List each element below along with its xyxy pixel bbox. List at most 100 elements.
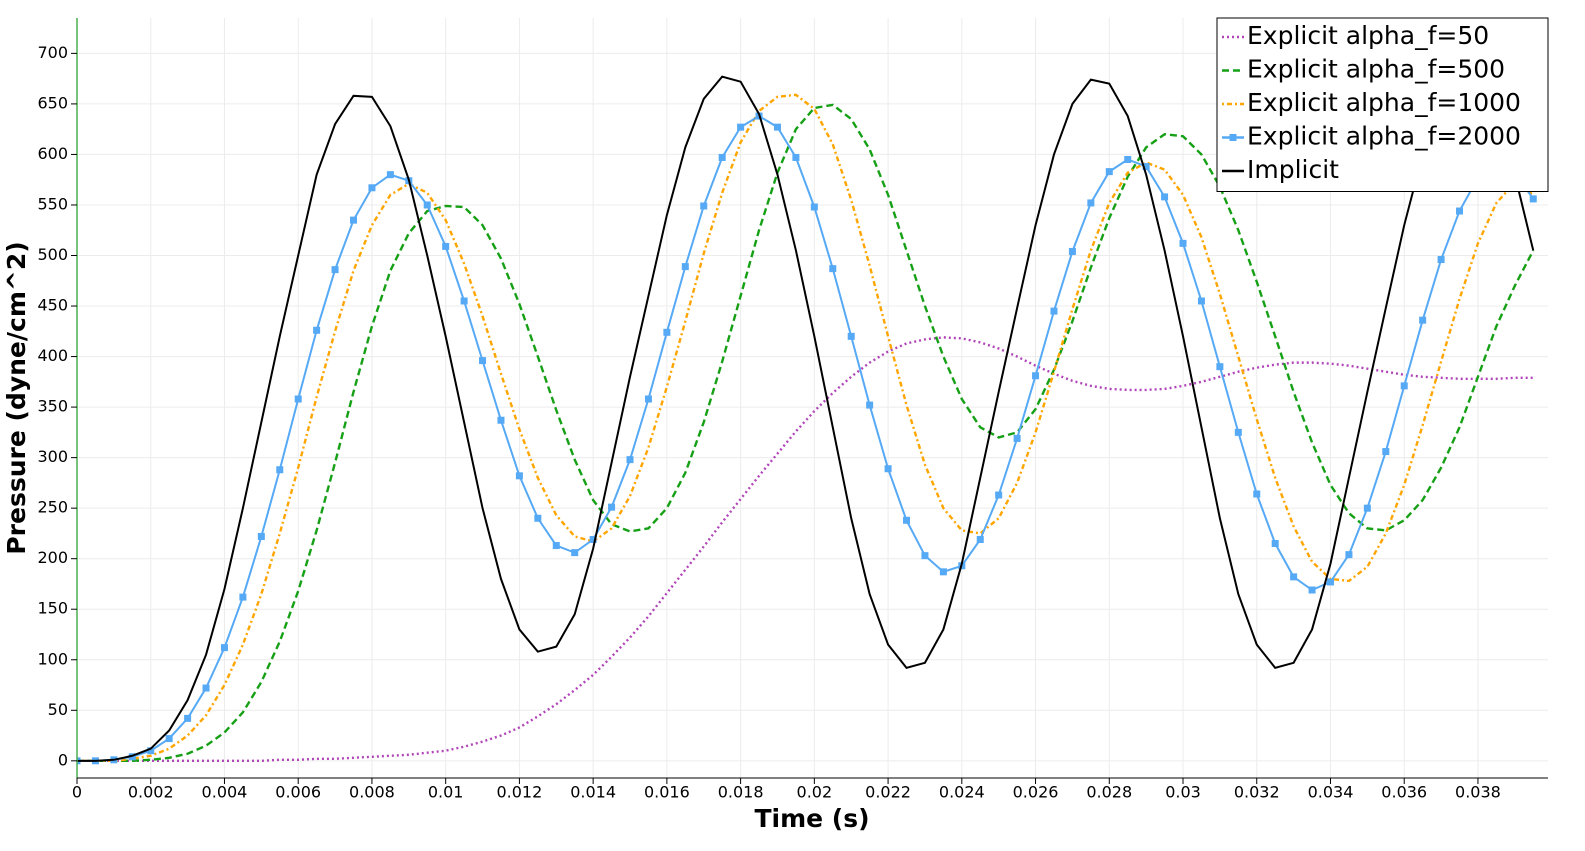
y-tick-label: 350 bbox=[37, 397, 68, 416]
data-point bbox=[626, 456, 634, 464]
data-point bbox=[1456, 207, 1464, 215]
data-point bbox=[331, 266, 339, 274]
data-point bbox=[1363, 504, 1371, 512]
series-line bbox=[77, 93, 1534, 763]
x-tick-label: 0.01 bbox=[428, 783, 464, 802]
data-point bbox=[810, 203, 818, 211]
data-point bbox=[700, 202, 708, 210]
data-point bbox=[1345, 551, 1353, 559]
data-point bbox=[663, 328, 671, 336]
x-tick-label: 0.02 bbox=[797, 783, 833, 802]
data-point bbox=[1105, 168, 1113, 176]
y-tick-label: 0 bbox=[58, 750, 68, 769]
plot-area bbox=[77, 75, 1537, 765]
data-point bbox=[995, 491, 1003, 499]
x-tick-label: 0 bbox=[72, 783, 82, 802]
data-point bbox=[1087, 199, 1095, 207]
data-point bbox=[202, 684, 210, 692]
data-point bbox=[1271, 540, 1279, 548]
data-point bbox=[220, 644, 228, 652]
data-point bbox=[313, 326, 321, 334]
x-tick-label: 0.032 bbox=[1234, 783, 1280, 802]
data-point bbox=[1013, 434, 1021, 442]
x-tick-label: 0.014 bbox=[570, 783, 616, 802]
data-point bbox=[773, 123, 781, 131]
x-tick-label: 0.034 bbox=[1308, 783, 1354, 802]
data-point bbox=[257, 532, 265, 540]
y-tick-label: 450 bbox=[37, 296, 68, 315]
data-point bbox=[479, 357, 487, 365]
data-point bbox=[1529, 195, 1537, 203]
y-tick-label: 250 bbox=[37, 498, 68, 517]
data-point bbox=[792, 153, 800, 161]
legend-label: Implicit bbox=[1247, 155, 1339, 184]
data-point bbox=[147, 747, 155, 755]
data-point bbox=[1142, 163, 1150, 171]
y-tick-label: 200 bbox=[37, 548, 68, 567]
data-point bbox=[1437, 256, 1445, 264]
data-point bbox=[184, 714, 192, 722]
data-point bbox=[976, 535, 984, 543]
data-point bbox=[1234, 428, 1242, 436]
data-point bbox=[534, 514, 542, 522]
data-point bbox=[681, 263, 689, 271]
data-point bbox=[1032, 372, 1040, 380]
data-point bbox=[847, 332, 855, 340]
data-point bbox=[866, 401, 874, 409]
legend-label: Explicit alpha_f=1000 bbox=[1247, 88, 1521, 117]
y-tick-label: 650 bbox=[37, 93, 68, 112]
data-point bbox=[1253, 490, 1261, 498]
data-point bbox=[515, 472, 523, 480]
legend-box bbox=[1216, 17, 1549, 192]
x-tick-label: 0.036 bbox=[1381, 783, 1427, 802]
data-point bbox=[921, 552, 929, 560]
data-point bbox=[1326, 578, 1334, 586]
y-tick-label: 100 bbox=[37, 649, 68, 668]
y-tick-label: 300 bbox=[37, 447, 68, 466]
data-point bbox=[718, 153, 726, 161]
x-tick-label: 0.004 bbox=[202, 783, 248, 802]
x-tick-label: 0.038 bbox=[1455, 783, 1501, 802]
data-point bbox=[1068, 247, 1076, 255]
legend: Explicit alpha_f=50 Explicit alpha_f=500 E… bbox=[1216, 17, 1549, 192]
data-point bbox=[1197, 297, 1205, 305]
y-axis-title: Pressure (dyne/cm^2) bbox=[2, 241, 31, 554]
data-point bbox=[1179, 239, 1187, 247]
data-point bbox=[1400, 382, 1408, 390]
data-point bbox=[884, 465, 892, 473]
data-point bbox=[903, 516, 911, 524]
data-point bbox=[1419, 316, 1427, 324]
data-point bbox=[552, 542, 560, 550]
x-tick-label: 0.016 bbox=[644, 783, 690, 802]
data-point bbox=[829, 265, 837, 273]
data-point bbox=[589, 535, 597, 543]
legend-label: Explicit alpha_f=50 bbox=[1247, 21, 1489, 50]
y-tick-label: 150 bbox=[37, 599, 68, 618]
x-tick-label: 0.008 bbox=[349, 783, 395, 802]
data-point bbox=[644, 395, 652, 403]
x-tick-label: 0.002 bbox=[128, 783, 174, 802]
x-tick-label: 0.03 bbox=[1165, 783, 1201, 802]
data-point bbox=[1124, 155, 1132, 163]
data-point bbox=[1308, 586, 1316, 594]
x-tick-label: 0.026 bbox=[1013, 783, 1059, 802]
y-tick-label: 50 bbox=[48, 700, 68, 719]
data-point bbox=[294, 395, 302, 403]
y-tick-label: 400 bbox=[37, 346, 68, 365]
data-point bbox=[368, 184, 376, 192]
data-point bbox=[1161, 193, 1169, 201]
legend-marker bbox=[1229, 134, 1237, 141]
y-tick-label: 500 bbox=[37, 245, 68, 264]
data-point bbox=[1216, 363, 1224, 371]
data-point bbox=[1382, 448, 1390, 456]
data-point bbox=[460, 297, 468, 305]
y-tick-label: 550 bbox=[37, 194, 68, 213]
data-point bbox=[939, 568, 947, 576]
data-point bbox=[1290, 573, 1298, 581]
legend-label: Explicit alpha_f=2000 bbox=[1247, 122, 1521, 151]
series-line bbox=[77, 114, 1535, 762]
x-tick-label: 0.018 bbox=[718, 783, 764, 802]
x-tick-label: 0.022 bbox=[865, 783, 911, 802]
x-tick-label: 0.024 bbox=[939, 783, 985, 802]
